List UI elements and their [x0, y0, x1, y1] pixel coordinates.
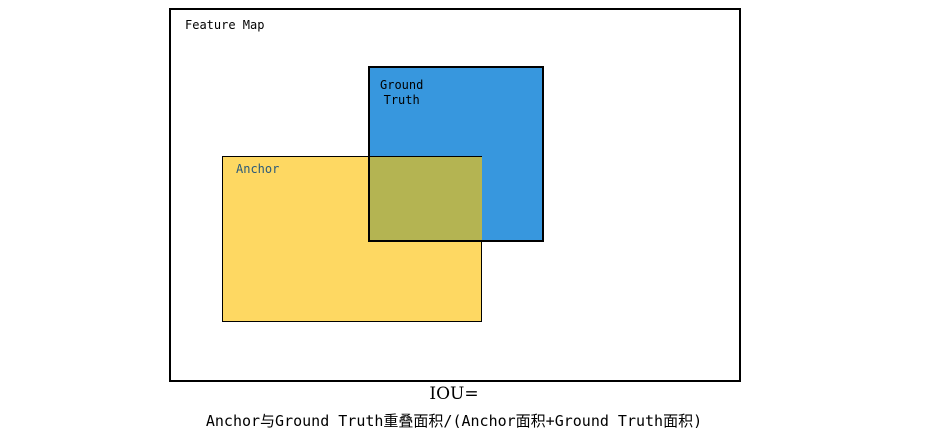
- feature-map-frame: Feature Map Ground Truth Anchor: [169, 8, 741, 382]
- iou-formula: Anchor与Ground Truth重叠面积/(Anchor面积+Ground…: [205, 412, 703, 430]
- anchor-label: Anchor: [236, 162, 280, 176]
- feature-map-label: Feature Map: [185, 18, 265, 32]
- ground-truth-label: Ground Truth: [380, 78, 424, 107]
- iou-title: IOU=: [429, 384, 479, 404]
- overlap-region: [368, 156, 482, 242]
